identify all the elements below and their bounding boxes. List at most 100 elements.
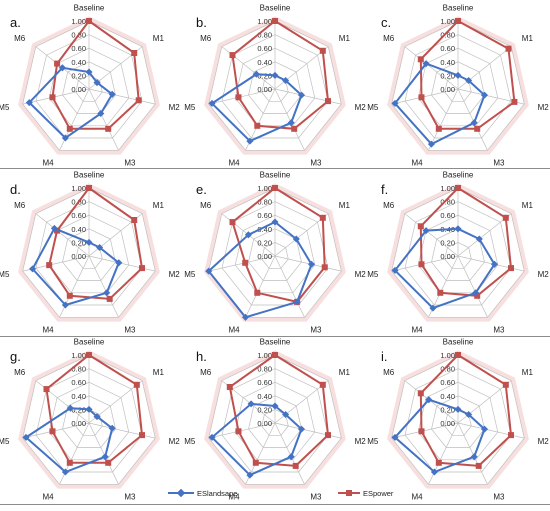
point-marker-landscape <box>282 76 290 85</box>
grid-ring <box>431 228 485 281</box>
grid-ring <box>234 47 316 127</box>
grid-spoke <box>457 213 512 257</box>
point-marker-power <box>325 432 331 439</box>
axis-label: Baseline <box>443 3 474 12</box>
grid-ring <box>208 187 342 318</box>
tick-label: 1.00 <box>257 351 272 360</box>
tick-label: 1.00 <box>440 351 455 360</box>
series-line-power <box>419 186 513 297</box>
series-line-power <box>231 19 330 130</box>
axis-label: M1 <box>153 201 165 210</box>
point-marker-landscape <box>61 301 69 309</box>
point-marker-power <box>272 18 278 24</box>
radar-panel-4: d.0.000.200.400.600.801.00BaselineM1M2M3… <box>0 170 180 334</box>
grid-ring <box>261 242 289 269</box>
point-marker-landscape <box>475 235 483 243</box>
axis-label: M3 <box>124 159 136 168</box>
axis-label: M5 <box>184 103 196 112</box>
axis-label: M2 <box>169 103 181 112</box>
grid-ring <box>35 201 143 306</box>
panel-label: c. <box>381 15 391 30</box>
axis-label: M5 <box>367 437 379 446</box>
series-line-landscape <box>207 220 313 319</box>
grid-ring <box>62 228 116 281</box>
point-marker-landscape <box>297 91 306 99</box>
tick-label: 0.40 <box>440 392 455 401</box>
point-marker-landscape <box>205 267 213 275</box>
axis-label: M1 <box>153 34 165 43</box>
point-marker-landscape <box>103 289 111 297</box>
panel-label: a. <box>10 15 21 30</box>
tick-label: 0.60 <box>71 378 86 387</box>
point-marker-landscape <box>391 266 399 274</box>
tick-label: 0.80 <box>440 31 455 40</box>
tick-label: 0.00 <box>71 419 86 428</box>
point-marker-power <box>139 432 145 439</box>
grid-spoke <box>391 422 459 439</box>
grid-spoke <box>274 213 329 257</box>
point-marker-power <box>242 259 249 266</box>
grid-ring <box>248 228 302 281</box>
axis-label: Baseline <box>260 3 291 12</box>
grid-spoke <box>404 46 459 90</box>
panel-label: h. <box>196 349 207 364</box>
series-line-power <box>51 19 140 130</box>
grid-ring <box>221 34 329 139</box>
point-marker-power <box>272 185 278 191</box>
point-marker-landscape <box>208 99 216 107</box>
panel-label: i. <box>381 349 388 364</box>
point-marker-power <box>86 185 92 191</box>
legend-item-landscape: ESlandsape <box>168 485 237 501</box>
point-marker-landscape <box>429 304 437 312</box>
separator-line-3 <box>0 504 550 505</box>
tick-label: 1.00 <box>257 17 272 26</box>
axis-label: M6 <box>383 368 395 377</box>
axis-label: M4 <box>411 493 423 502</box>
point-marker-landscape <box>208 433 216 441</box>
tick-label: 0.60 <box>71 44 86 53</box>
grid-ring <box>22 187 156 318</box>
axis-label: Baseline <box>260 337 291 346</box>
grid-spoke <box>457 88 488 151</box>
point-marker-power <box>49 428 56 435</box>
axis-label: M6 <box>14 34 26 43</box>
point-marker-power <box>319 381 326 388</box>
point-marker-landscape <box>430 468 438 476</box>
legend-power-swatch <box>338 490 360 496</box>
tick-label: 1.00 <box>440 184 455 193</box>
point-marker-power <box>254 289 261 296</box>
point-marker-landscape <box>454 225 462 233</box>
radar-panel-5: e. 0.00 0.20 0.40 0.60 0.80 1.00 Baseline M1 M2 M3… <box>184 170 366 334</box>
grid-ring <box>417 47 499 127</box>
axis-label: M3 <box>124 493 136 502</box>
axis-label: M6 <box>200 34 212 43</box>
grid-spoke <box>457 255 488 318</box>
point-marker-power <box>226 384 233 390</box>
point-marker-landscape <box>472 289 480 297</box>
point-marker-power <box>254 122 261 129</box>
point-marker-power <box>86 352 92 358</box>
axis-label: M1 <box>522 368 534 377</box>
grid-spoke <box>274 88 305 151</box>
grid-spoke <box>245 255 276 318</box>
tick-label: 0.20 <box>71 71 86 80</box>
grid-spoke <box>208 88 276 105</box>
tick-label: 1.00 <box>440 17 455 26</box>
point-marker-landscape <box>391 99 399 107</box>
axis-label: M6 <box>383 201 395 210</box>
point-marker-power <box>229 52 236 59</box>
point-marker-landscape <box>422 60 430 68</box>
grid-spoke <box>35 213 90 257</box>
tick-label: 0.00 <box>71 252 86 261</box>
grid-ring <box>431 395 485 448</box>
tick-label: 0.60 <box>440 378 455 387</box>
point-marker-power <box>511 98 518 105</box>
grid-ring <box>208 354 342 485</box>
point-marker-landscape <box>282 410 290 419</box>
axis-label: M3 <box>124 326 136 335</box>
tick-label: 0.80 <box>440 365 455 374</box>
radar-panel-9: i. 0.00 0.20 0.40 0.60 0.80 1.00 Baseline M1 M2 M3… <box>367 337 549 501</box>
axis-label: M2 <box>355 103 367 112</box>
tick-label: 0.00 <box>257 252 272 261</box>
